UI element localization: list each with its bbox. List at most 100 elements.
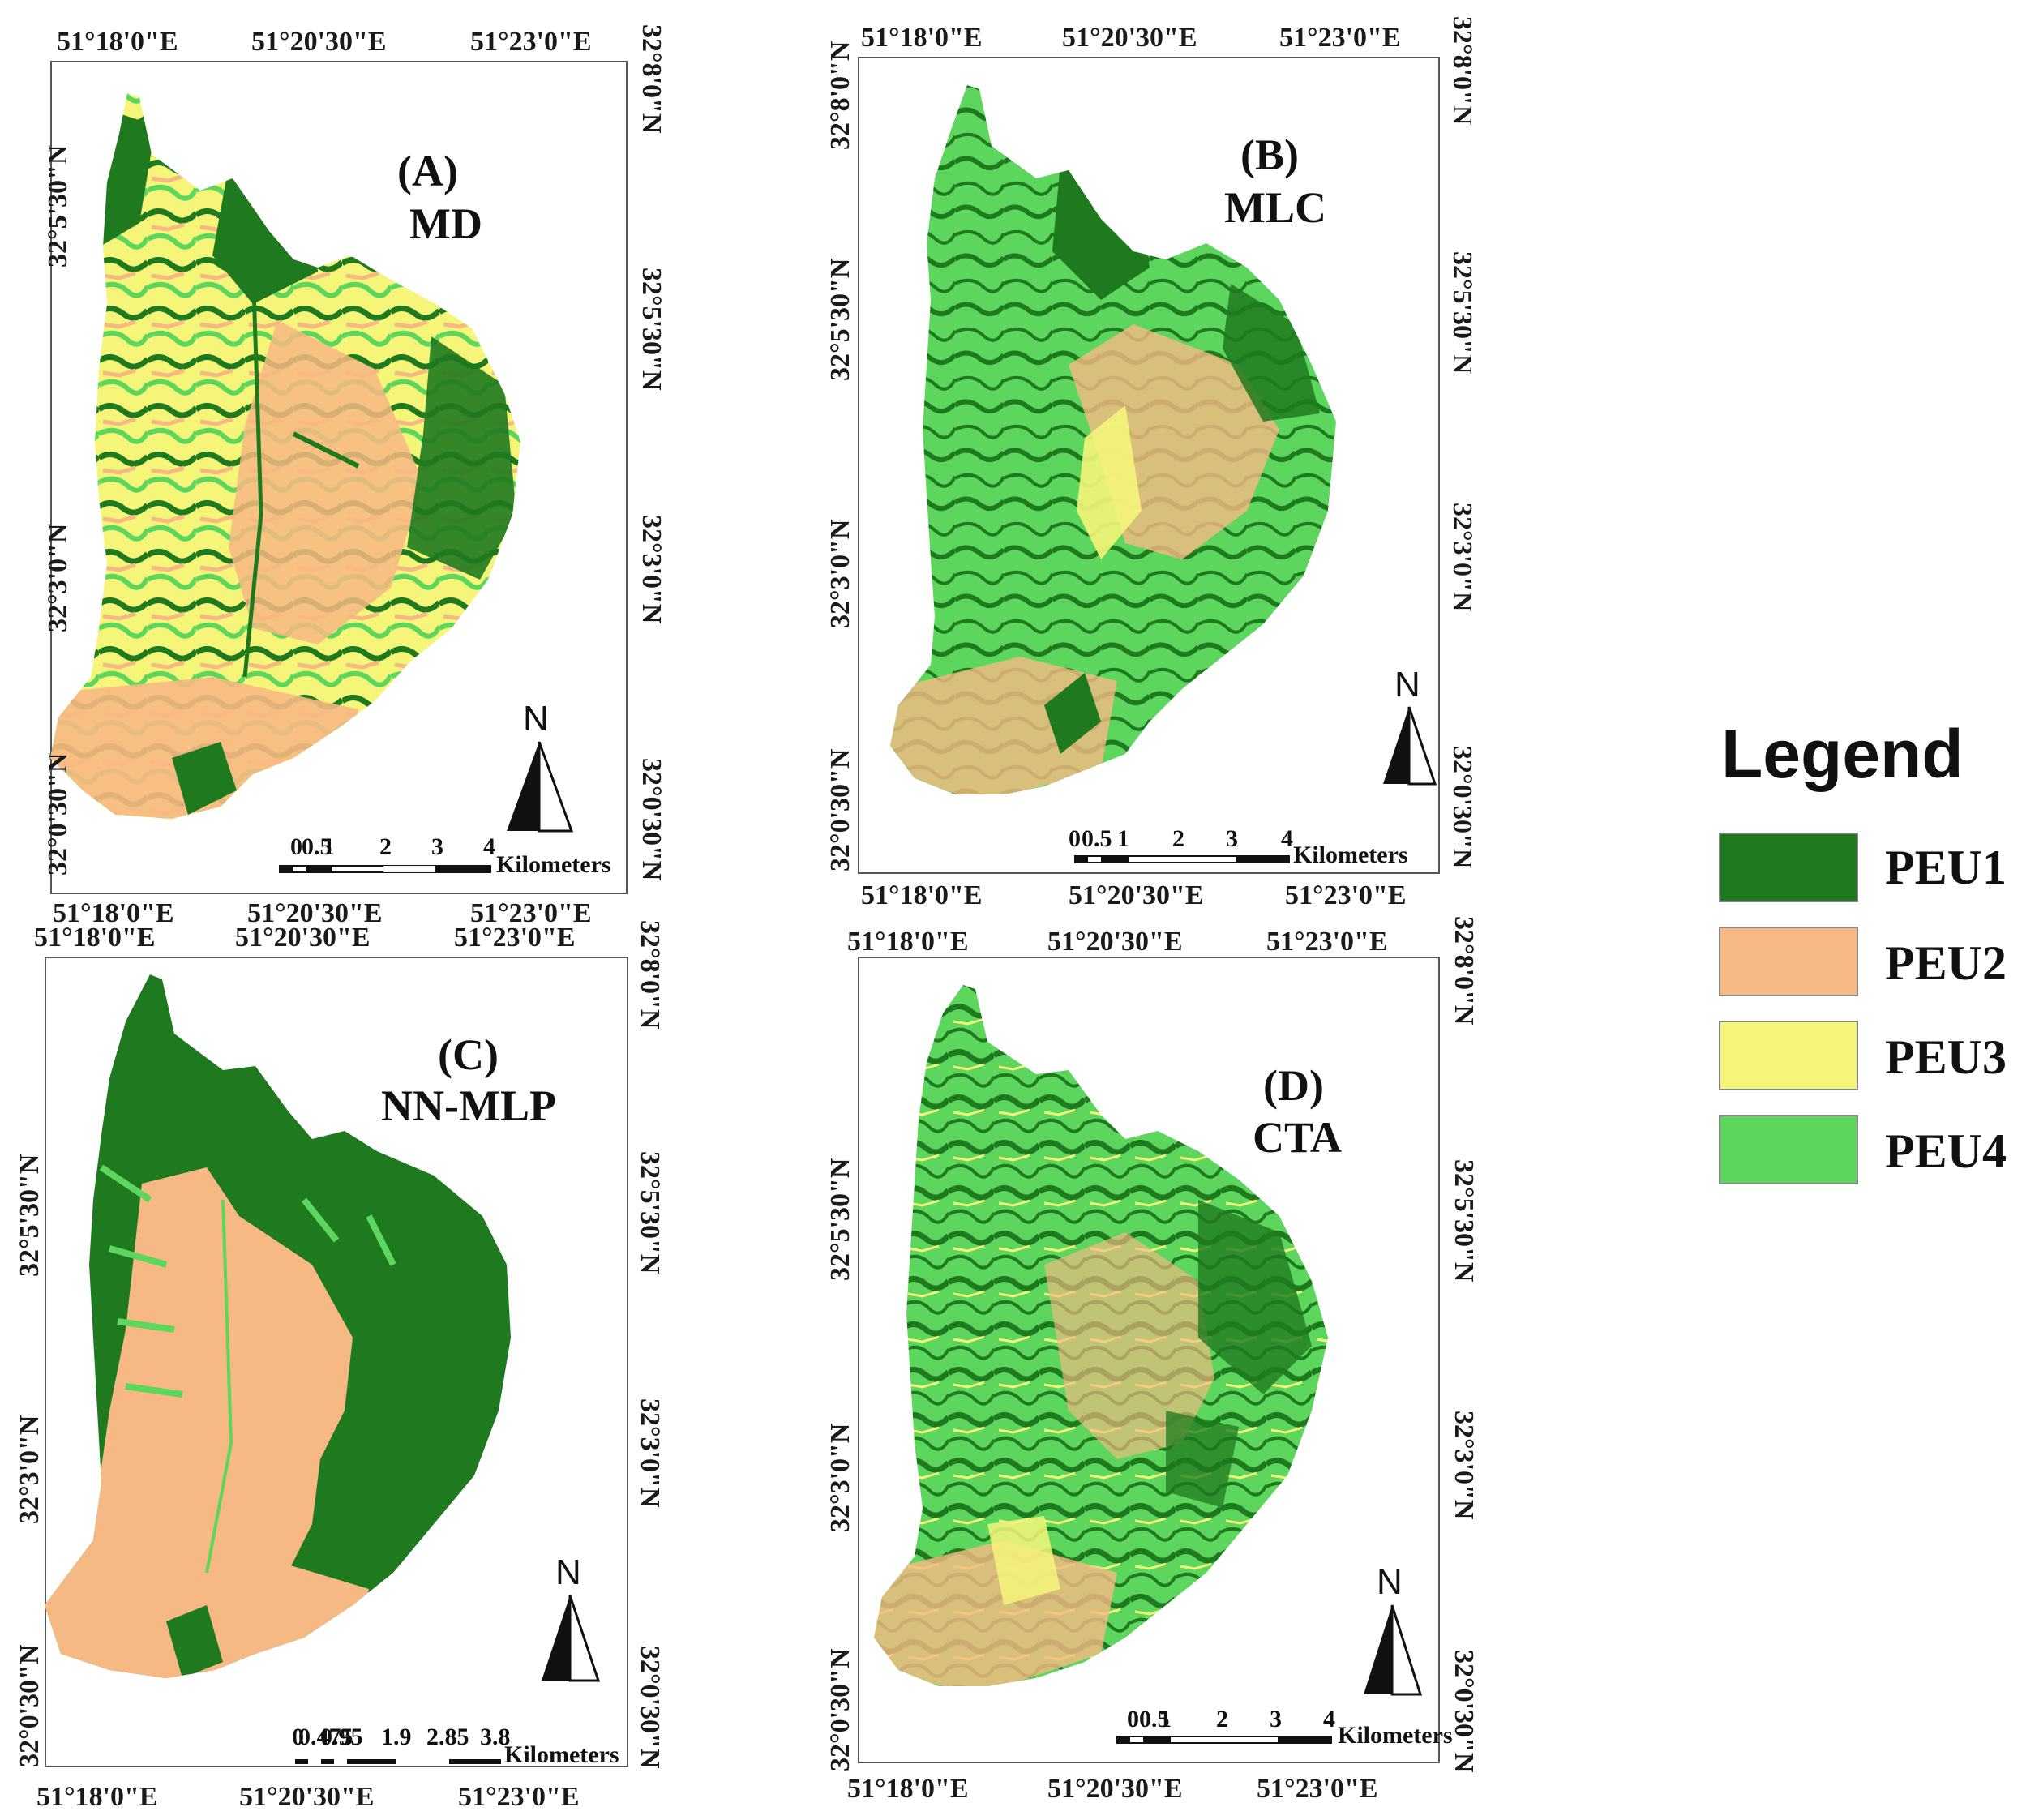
panel-c-bot-lon-3: 51°23'0"E [458,1782,580,1812]
panel-b-right-lat-3: 32°3'0"N [1447,503,1477,612]
panel-a-right-lat-1: 32°8'0"N [636,24,666,134]
panel-b-letter: (B) [1240,131,1299,179]
panel-d-method: CTA [1253,1113,1343,1162]
panel-a-right-lat-3: 32°3'0"N [636,515,666,624]
panel-b-scale-bar [1074,855,1290,863]
watershed-map-c [45,974,511,1678]
panel-c-method: NN-MLP [381,1081,556,1130]
panel-c-right-lat-1: 32°8'0"N [635,920,665,1030]
panel-c-left-lat-4: 32°0'30"N [15,1644,45,1767]
panel-a-bot-lon-2: 51°20'30"E [247,898,383,928]
panel-c-right-lat-4: 32°0'30"N [635,1646,665,1769]
panel-b-left-lat-3: 32°3'0"N [825,519,855,628]
legend-label-peu2: PEU2 [1885,936,2007,990]
panel-a-scale-5: 4 [483,833,495,860]
legend-label-peu3: PEU3 [1885,1030,2007,1084]
watershed-map-a [50,93,520,819]
panel-d-bot-lon-2: 51°20'30"E [1047,1774,1183,1804]
panel-d-scale-5: 4 [1323,1706,1335,1732]
panel-d-scale-unit: Kilometers [1338,1722,1453,1749]
panel-d-scale-0: 0 [1127,1706,1139,1732]
panel-c-scale-1: 0.475 [298,1724,353,1750]
panel-b-top-lon-2: 51°20'30"E [1062,23,1197,53]
panel-c-scale-0: 0 [292,1724,304,1750]
panel-b-scale-4: 3 [1226,825,1238,852]
legend-swatch-peu2 [1719,927,1858,996]
panel-c-left-lat-3: 32°3'0"N [15,1415,45,1524]
panel-d-right-lat-3: 32°3'0"N [1449,1411,1479,1520]
panel-d-scale-4: 3 [1270,1706,1282,1732]
panel-a-scale-bar [279,865,491,873]
panel-c-bot-lon-1: 51°18'0"E [36,1782,158,1812]
panel-a-scale-unit: Kilometers [496,851,611,878]
panel-a-top-lon-2: 51°20'30"E [251,27,387,57]
panel-d-right-lat-4: 32°0'30"N [1449,1650,1479,1773]
panel-c-scale-unit: Kilometers [504,1741,619,1768]
panel-b-scale-2: 1 [1117,825,1129,852]
panel-d-scale-1: 0.5 [1139,1706,1170,1732]
panel-c-scale-4: 2.85 [426,1724,469,1750]
panel-b-left-lat-1: 32°8'0"N [825,41,855,150]
panel-d-top-lon-1: 51°18'0"E [847,927,969,957]
panel-d-bot-lon-1: 51°18'0"E [847,1774,969,1804]
panel-b-left-lat-2: 32°5'30"N [825,258,855,381]
panel-c-scale-2: 0.95 [320,1724,363,1750]
panel-a-letter: (A) [397,147,458,195]
panel-d-letter: (D) [1263,1061,1324,1110]
panel-c-top-lon-3: 51°23'0"E [454,923,576,953]
panel-d-right-lat-2: 32°5'30"N [1449,1159,1479,1283]
panel-a-scale-2: 1 [323,833,335,860]
panel-b-bot-lon-2: 51°20'30"E [1069,880,1204,910]
panel-c-left-lat-2: 32°5'30"N [15,1154,45,1277]
panel-b-left-lat-4: 32°0'30"N [825,748,855,871]
panel-d-scale-2: 1 [1159,1706,1172,1732]
panel-c-top-lon-1: 51°18'0"E [34,923,156,953]
panel-b-top-lon-3: 51°23'0"E [1279,23,1401,53]
legend-swatch-peu3 [1719,1021,1858,1090]
panel-d-left-lat-4: 32°0'30"N [825,1648,855,1771]
panel-b-right-lat-1: 32°8'0"N [1447,16,1477,126]
panel-d-top-lon-2: 51°20'30"E [1047,927,1183,957]
panel-d-bot-lon-3: 51°23'0"E [1257,1774,1378,1804]
panel-b-method: MLC [1224,183,1326,232]
panel-a-scale-3: 2 [379,833,392,860]
panel-a-bot-lon-3: 51°23'0"E [470,898,592,928]
panel-b-north-arrow-icon [1383,706,1437,786]
panel-a-right-lat-4: 32°0'30"N [636,758,666,881]
panel-a-method: MD [409,199,482,248]
panel-a-north-letter: N [523,699,549,739]
panel-a-scale-1: 0.5 [302,833,332,860]
panel-c-scale-5: 3.8 [480,1724,511,1750]
panel-c-letter: (C) [438,1030,499,1079]
legend-swatch-peu4 [1719,1115,1858,1184]
panel-c-scale-3: 1.9 [381,1724,412,1750]
panel-b-scale-5: 4 [1281,825,1293,852]
panel-b-right-lat-2: 32°5'30"N [1447,251,1477,375]
panel-a-scale-0: 0 [290,833,302,860]
panel-a-left-lat-3: 32°3'0"N [43,523,73,632]
panel-d-left-lat-3: 32°3'0"N [825,1423,855,1532]
panel-d-north-arrow-icon [1364,1604,1423,1696]
panel-c-north-arrow-icon [542,1595,601,1682]
panel-b-right-lat-4: 32°0'30"N [1447,746,1477,869]
panel-c-scale-bar [295,1759,501,1764]
panel-d-scale-bar [1116,1736,1332,1744]
panel-b-north-letter: N [1394,665,1420,704]
panel-d-top-lon-3: 51°23'0"E [1266,927,1388,957]
panel-b-scale-unit: Kilometers [1293,841,1408,868]
watershed-map-d [874,985,1328,1686]
panel-a-top-lon-3: 51°23'0"E [470,27,592,57]
panel-b-top-lon-1: 51°18'0"E [861,23,983,53]
panel-c-bot-lon-2: 51°20'30"E [239,1782,375,1812]
panel-b-bot-lon-3: 51°23'0"E [1285,880,1407,910]
panel-a-scale-4: 3 [431,833,443,860]
legend-swatch-peu1 [1719,833,1858,902]
panel-b-bot-lon-1: 51°18'0"E [861,880,983,910]
panel-c-right-lat-3: 32°3'0"N [635,1398,665,1508]
panel-d-north-letter: N [1377,1562,1403,1602]
watershed-map-b [890,85,1336,794]
legend-title: Legend [1721,716,1964,792]
legend-label-peu1: PEU1 [1885,841,2007,894]
panel-a-top-lon-1: 51°18'0"E [57,27,178,57]
panel-b-scale-1: 0.5 [1082,825,1112,852]
